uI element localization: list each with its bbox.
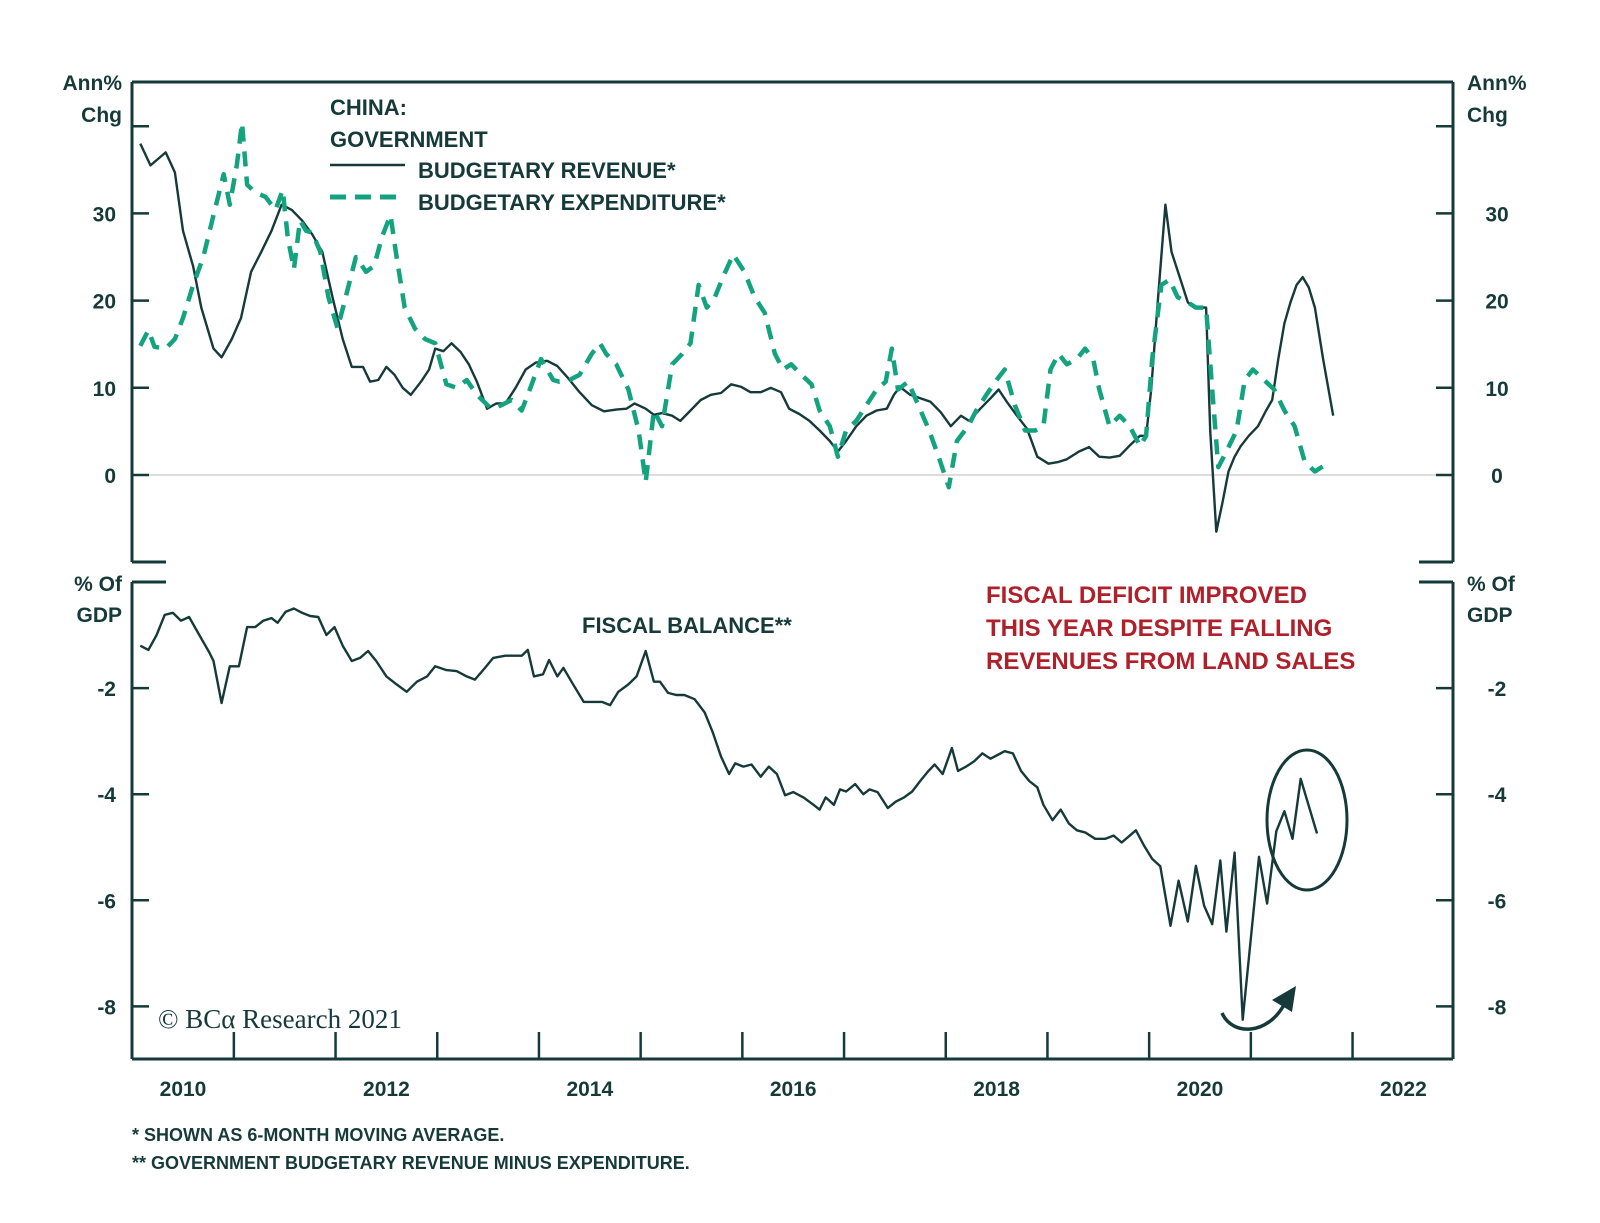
x-tick-label: 2020	[1177, 1078, 1224, 1101]
x-tick-label: 2018	[973, 1078, 1020, 1101]
legend-expenditure-label: BUDGETARY EXPENDITURE*	[418, 190, 726, 215]
bottom-y-right-tick-label: -6	[1488, 890, 1507, 913]
bottom-y-left-tick-label: -6	[97, 890, 116, 913]
top-y-right-tick-label: 10	[1485, 378, 1508, 401]
top-y-left-tick-label: 10	[93, 378, 116, 401]
bottom-y-left-tick-label: -2	[97, 678, 116, 701]
copyright-logo: © BCα Research 2021	[158, 1004, 402, 1034]
top-left-axis-label-2: Chg	[81, 104, 122, 127]
top-y-right-tick-label: 0	[1491, 465, 1503, 488]
top-y-left-tick-label: 20	[93, 291, 116, 314]
x-tick-label: 2016	[770, 1078, 817, 1101]
bottom-right-axis-label-2: GDP	[1467, 604, 1513, 627]
rebound-arrow	[1220, 1002, 1287, 1031]
legend-title-line2: GOVERNMENT	[330, 127, 488, 152]
top-left-axis-label-1: Ann%	[63, 72, 123, 95]
x-tick-label: 2012	[363, 1078, 410, 1101]
x-tick-labels: 2010 2012 2014 2016 2018 2020 2022	[160, 1078, 1427, 1101]
annotation-line-3: REVENUES FROM LAND SALES	[986, 648, 1355, 675]
bottom-y-left-tick-label: -8	[97, 996, 116, 1019]
x-tick-label: 2010	[160, 1078, 207, 1101]
x-tick-label: 2022	[1380, 1078, 1427, 1101]
top-y-right-tick-label: 20	[1485, 291, 1508, 314]
bottom-left-axis-label-1: % Of	[74, 573, 123, 596]
series-layer	[138, 120, 1335, 1021]
legend-revenue-label: BUDGETARY REVENUE*	[418, 158, 676, 183]
top-y-right-tick-label: 30	[1485, 203, 1508, 226]
footnote-1: * SHOWN AS 6-MONTH MOVING AVERAGE.	[132, 1125, 504, 1145]
bottom-y-right-tick-label: -2	[1488, 678, 1507, 701]
fiscal-balance-label: FISCAL BALANCE**	[582, 613, 792, 638]
footnote-2: ** GOVERNMENT BUDGETARY REVENUE MINUS EX…	[132, 1153, 690, 1173]
highlight-circle	[1265, 748, 1349, 892]
series-budgetary-expenditure	[138, 120, 1329, 490]
series-budgetary-revenue	[139, 143, 1335, 533]
top-y-left-tick-label: 0	[104, 465, 116, 488]
x-tick-label: 2014	[566, 1078, 613, 1101]
bottom-right-axis-label-1: % Of	[1467, 573, 1516, 596]
top-y-left-tick-label: 30	[93, 203, 116, 226]
annotation-line-2: THIS YEAR DESPITE FALLING	[986, 615, 1332, 642]
bottom-y-left-tick-label: -4	[97, 784, 116, 807]
axis-ticks: 0 0 10 10 20 20 30 30 -2 -2 -4 -4 -6 -6 -8 -8	[93, 124, 1509, 1059]
top-right-axis-label-2: Chg	[1467, 104, 1508, 127]
bottom-left-axis-label-2: GDP	[76, 604, 122, 627]
chart-frames	[130, 80, 1455, 1061]
bottom-y-right-tick-label: -4	[1488, 784, 1507, 807]
annotation-line-1: FISCAL DEFICIT IMPROVED	[986, 582, 1307, 609]
rebound-arrow-head	[1272, 986, 1296, 1012]
legend-title-line1: CHINA:	[330, 95, 407, 120]
bottom-y-right-tick-label: -8	[1488, 996, 1507, 1019]
top-right-axis-label-1: Ann%	[1467, 72, 1527, 95]
series-fiscal-balance	[139, 607, 1319, 1021]
